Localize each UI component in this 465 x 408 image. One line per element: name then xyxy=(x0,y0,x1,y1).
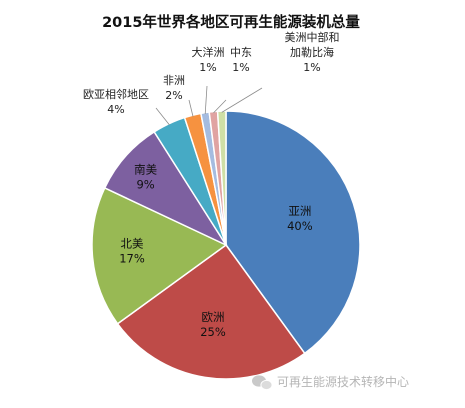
leader-line xyxy=(155,107,170,126)
watermark-text: 可再生能源技术转移中心 xyxy=(277,374,409,389)
slice-label: 中东 1% xyxy=(230,46,252,74)
leader-line xyxy=(188,99,194,117)
pie-slice xyxy=(116,243,306,380)
slice-name-label: 中东 xyxy=(230,46,252,59)
slice-label: 非洲 2% xyxy=(163,74,185,102)
slice-percent-label: 40% xyxy=(287,219,313,233)
slice-label: 欧亚相邻地区 4% xyxy=(83,88,149,116)
leader-line xyxy=(213,99,227,114)
wechat-icon xyxy=(252,375,273,391)
slice-name-label: 欧洲 xyxy=(202,310,225,324)
leader-line xyxy=(204,85,208,115)
slice-name-label: 北美 xyxy=(121,236,144,250)
slice-name-label: 美洲中部和 xyxy=(285,30,340,44)
slice-percent-label: 17% xyxy=(119,251,145,265)
slice-name-label: 南美 xyxy=(134,162,157,176)
slice-percent-label: 1% xyxy=(303,61,320,74)
slice-label: 大洋洲 1% xyxy=(192,45,225,74)
slice-percent-label: 2% xyxy=(165,89,182,102)
slice-name-label: 欧亚相邻地区 xyxy=(83,88,149,101)
chart-title: 2015年世界各地区可再生能源装机总量 xyxy=(102,13,360,31)
slice-name-label: 亚洲 xyxy=(288,204,311,218)
slice-name-label: 大洋洲 xyxy=(192,45,225,59)
slice-name-label: 加勒比海 xyxy=(290,45,334,59)
pie-slice xyxy=(91,186,228,325)
slice-label: 南美9% xyxy=(134,162,157,191)
slice-percent-label: 4% xyxy=(107,103,124,116)
watermark: 可再生能源技术转移中心 xyxy=(252,374,409,391)
slice-percent-label: 9% xyxy=(136,177,154,191)
slice-percent-label: 25% xyxy=(200,325,226,339)
leader-line xyxy=(221,87,263,113)
pie-slices xyxy=(91,110,361,380)
pie-slice xyxy=(225,110,361,355)
slice-percent-label: 1% xyxy=(232,61,249,74)
pie-slice xyxy=(216,110,227,246)
slice-percent-label: 1% xyxy=(199,61,216,74)
slice-name-label: 非洲 xyxy=(163,74,185,87)
